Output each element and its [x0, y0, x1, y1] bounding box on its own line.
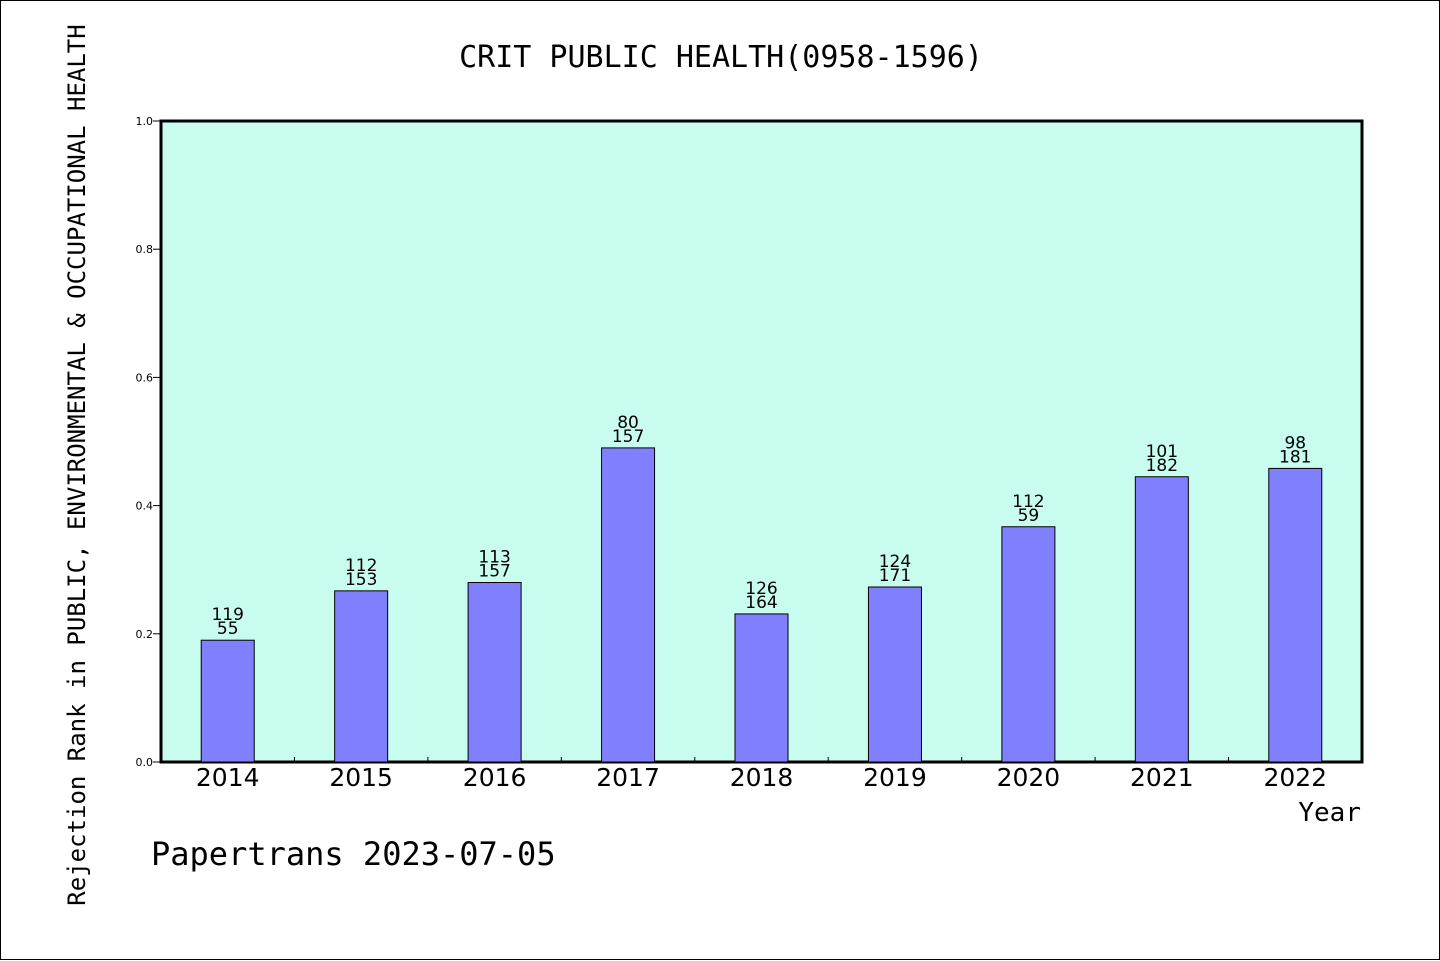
bar-2022: [1268, 467, 1323, 763]
bar-label-bottom: 157: [478, 562, 510, 582]
y-tick-label: 0.4: [136, 500, 154, 513]
bar-2018: [734, 613, 789, 763]
bar-label-bottom: 182: [1146, 456, 1178, 476]
x-tick-label: 2015: [329, 763, 393, 792]
bar-label-top: 112: [345, 556, 377, 576]
bar-label-bottom: 55: [217, 619, 239, 639]
chart-title: CRIT PUBLIC HEALTH(0958-1596): [459, 40, 983, 75]
x-tick-label: 2020: [997, 763, 1061, 792]
bar-2016: [467, 582, 522, 763]
bar-2015: [334, 590, 389, 763]
bar-label-top: 126: [745, 579, 777, 599]
x-tick-label: 2014: [196, 763, 260, 792]
bar-2021: [1134, 476, 1189, 763]
bar-label-bottom: 171: [879, 566, 911, 586]
bar-label-top: 101: [1146, 442, 1178, 462]
bar-label-top: 113: [478, 548, 510, 568]
bar-label-bottom: 181: [1279, 447, 1311, 467]
y-axis: 0.0 0.2 0.4 0.6 0.8 1.0: [136, 115, 161, 769]
x-tick-label: 2022: [1263, 763, 1327, 792]
y-tick-label: 0.6: [136, 371, 154, 384]
bar-2019: [867, 586, 922, 763]
y-tick-label: 0.0: [136, 756, 154, 769]
bar-label-bottom: 157: [612, 427, 644, 447]
bar-label-top: 98: [1284, 433, 1306, 453]
y-axis-label: Rejection Rank in PUBLIC, ENVIRONMENTAL …: [63, 24, 91, 905]
footer-text: Papertrans 2023-07-05: [151, 835, 556, 873]
bar-label-bottom: 153: [345, 570, 377, 590]
bar-label-top: 119: [211, 605, 243, 625]
y-tick-label: 0.8: [136, 243, 154, 256]
x-tick-label: 2017: [596, 763, 660, 792]
bar-label-bottom: 59: [1018, 506, 1040, 526]
bars-layer: 1195511215311315780157126164124171112591…: [200, 413, 1323, 763]
bar-2017: [601, 447, 656, 763]
x-tick-label: 2016: [463, 763, 527, 792]
bar-label-bottom: 164: [745, 593, 777, 613]
x-tick-label: 2018: [730, 763, 794, 792]
x-tick-label: 2021: [1130, 763, 1194, 792]
y-tick-label: 1.0: [136, 115, 154, 128]
x-axis: 2014 2015 2016 2017 2018 2019 2020 2021 2022: [196, 757, 1327, 792]
bar-label-top: 112: [1012, 492, 1044, 512]
bar-2014: [200, 639, 255, 763]
y-tick-label: 0.2: [136, 628, 154, 641]
bar-label-top: 124: [879, 552, 911, 572]
x-tick-label: 2019: [863, 763, 927, 792]
bar-label-top: 80: [617, 413, 639, 433]
x-axis-label: Year: [1298, 798, 1361, 828]
bar-2020: [1001, 526, 1056, 763]
